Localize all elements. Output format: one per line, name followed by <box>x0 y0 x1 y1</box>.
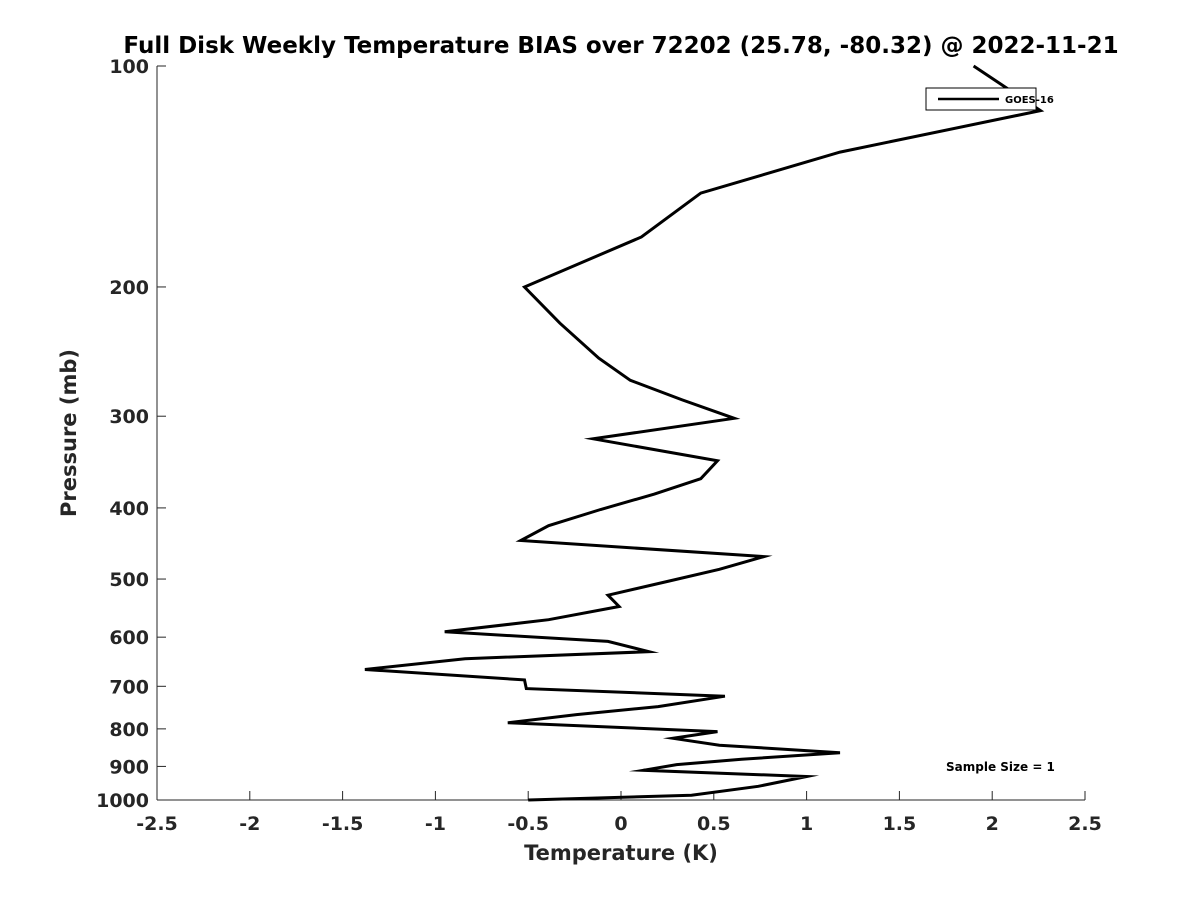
plot-area <box>364 64 1045 802</box>
sample-size-annotation: Sample Size = 1 <box>946 760 1055 774</box>
y-tick-label: 700 <box>109 676 149 698</box>
y-tick-label: 100 <box>109 56 149 78</box>
x-tick-label: 0.5 <box>697 813 731 835</box>
y-axis-label: Pressure (mb) <box>57 349 81 517</box>
x-tick-label: -2.5 <box>136 813 178 835</box>
y-tick-label: 300 <box>109 406 149 428</box>
x-axis-label: Temperature (K) <box>524 841 718 865</box>
y-tick-label: 500 <box>109 569 149 591</box>
x-tick-label: -1 <box>425 813 446 835</box>
y-tick-label: 900 <box>109 756 149 778</box>
x-tick-label: -2 <box>239 813 260 835</box>
y-tick-label: 400 <box>109 498 149 520</box>
y-tick-label: 200 <box>109 277 149 299</box>
x-tick-label: 2.5 <box>1068 813 1102 835</box>
y-tick-label: 800 <box>109 719 149 741</box>
y-tick-label: 600 <box>109 627 149 649</box>
legend: GOES-16 <box>925 87 1054 111</box>
y-tick-label: 1000 <box>96 790 149 812</box>
chart-title: Full Disk Weekly Temperature BIAS over 7… <box>123 33 1118 59</box>
x-tick-label: 0 <box>614 813 627 835</box>
x-tick-label: 1.5 <box>883 813 917 835</box>
x-tick-label: 1 <box>800 813 813 835</box>
x-tick-label: -1.5 <box>322 813 364 835</box>
y-axis: 100 200 300 400 500 600 700 800 900 1000 <box>96 56 166 812</box>
series-line-goes-16 <box>364 64 1045 802</box>
x-tick-label: 2 <box>986 813 999 835</box>
x-axis: -2.5 -2 -1.5 -1 -0.5 0 0.5 1 1.5 2 2.5 <box>136 791 1102 835</box>
x-tick-label: -0.5 <box>507 813 549 835</box>
legend-entry-goes-16: GOES-16 <box>1005 95 1054 106</box>
